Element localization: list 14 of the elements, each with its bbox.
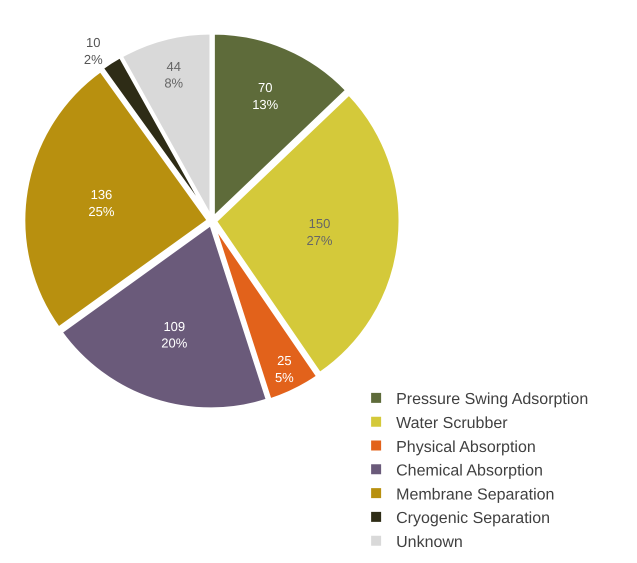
data-label: 10 2% (84, 34, 104, 67)
legend-label: Membrane Separation (396, 486, 554, 504)
legend-label: Pressure Swing Adsorption (396, 391, 588, 408)
legend-label: Cryogenic Separation (396, 510, 550, 528)
data-label: 25 5% (274, 353, 294, 385)
data-label: 70 13% (252, 80, 279, 112)
legend-label: Physical Absorption (396, 438, 536, 456)
data-label: 109 20% (161, 318, 188, 351)
data-label: 44 8% (164, 58, 184, 91)
legend-label: Chemical Absorption (396, 462, 543, 480)
data-label: 136 25% (88, 187, 115, 219)
data-label: 150 27% (306, 216, 333, 248)
legend-label: Unknown (396, 534, 463, 551)
legend-label: Water Scrubber (396, 414, 508, 432)
